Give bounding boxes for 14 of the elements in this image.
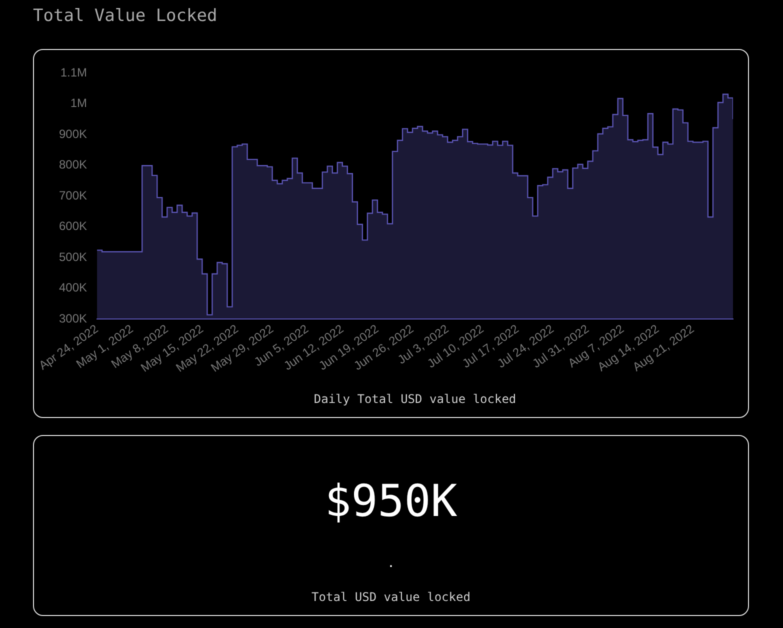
- y-tick-label: 1.1M: [60, 65, 88, 80]
- y-tick-label: 1M: [70, 96, 88, 110]
- x-axis-title: Daily Total USD value locked: [314, 392, 516, 406]
- chart-title: Total Value Locked: [33, 6, 218, 26]
- text: $950K: [324, 476, 458, 527]
- y-tick-label: 400K: [58, 280, 88, 295]
- text: .: [386, 556, 396, 570]
- y-tick-label: 300K: [58, 311, 88, 326]
- y-tick-label: 900K: [58, 126, 88, 141]
- y-tick-label: 800K: [58, 158, 88, 172]
- y-tick-label: 500K: [58, 250, 88, 264]
- y-tick-label: 600K: [58, 219, 88, 234]
- text: Total USD value locked: [310, 590, 472, 604]
- y-tick-label: 700K: [58, 188, 88, 202]
